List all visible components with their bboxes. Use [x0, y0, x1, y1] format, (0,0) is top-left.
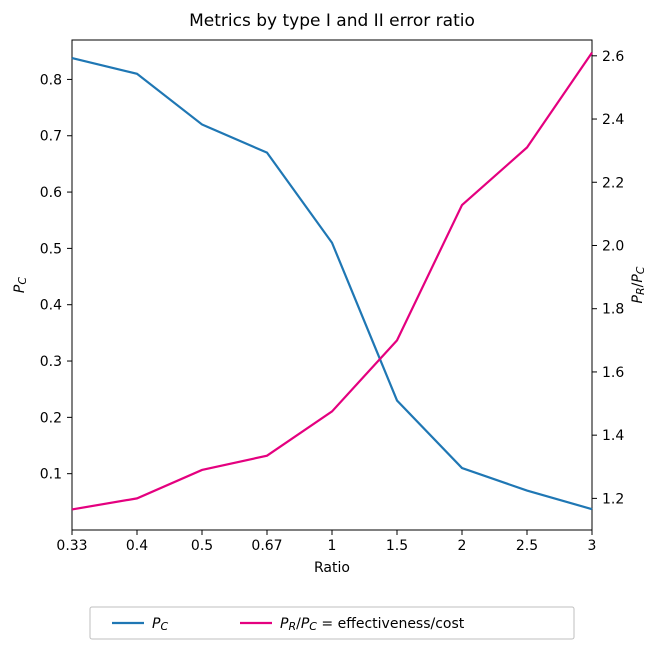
x-tick-label: 3 [588, 538, 597, 554]
y-left-axis-label: PC [12, 277, 29, 293]
y-right-tick-label: 2.6 [602, 49, 624, 65]
svg-text:PC: PC [12, 277, 29, 293]
x-tick-label: 2 [458, 538, 467, 554]
y-right-tick-label: 2.2 [602, 175, 624, 191]
x-tick-label: 1 [328, 538, 337, 554]
y-left-tick-label: 0.8 [40, 72, 62, 88]
x-tick-label: 0.4 [126, 538, 148, 554]
legend-label-1: PR/PC = effectiveness/cost [280, 616, 465, 633]
x-axis-label: Ratio [314, 560, 350, 576]
svg-text:PR/PC: PR/PC [630, 266, 647, 303]
y-right-tick-label: 1.6 [602, 365, 624, 381]
plot-border [72, 40, 592, 530]
y-left-tick-label: 0.3 [40, 354, 62, 370]
y-right-tick-label: 2.4 [602, 112, 624, 128]
y-right-tick-label: 1.8 [602, 302, 624, 318]
chart-container: 0.33 0.4 0.5 0.67 1 1.5 2 2.5 3 Ratio 0.1 0.2 0.3 0.4… [0, 0, 658, 655]
y-left-tick-label: 0.4 [40, 298, 62, 314]
y-left-tick-label: 0.5 [40, 241, 62, 257]
x-tick-label: 2.5 [516, 538, 538, 554]
y-right-tick-label: 2.0 [602, 238, 624, 254]
y-left-tick-label: 0.6 [40, 185, 62, 201]
y-right-tick-label: 1.4 [602, 428, 624, 444]
y-right-tick-label: 1.2 [602, 491, 624, 507]
y-left-tick-label: 0.2 [40, 410, 62, 426]
chart-title: Metrics by type I and II error ratio [189, 11, 475, 31]
x-tick-label: 1.5 [386, 538, 408, 554]
x-tick-label: 0.67 [251, 538, 282, 554]
y-left-tick-label: 0.1 [40, 467, 62, 483]
legend-label-0: PC [152, 616, 168, 633]
y-right-axis-label: PR/PC [630, 266, 647, 303]
x-tick-label: 0.5 [191, 538, 213, 554]
chart-svg: 0.33 0.4 0.5 0.67 1 1.5 2 2.5 3 Ratio 0.1 0.2 0.3 0.4… [0, 0, 658, 655]
x-tick-label: 0.33 [56, 538, 87, 554]
series-line-1 [72, 53, 592, 510]
y-left-tick-label: 0.7 [40, 129, 62, 145]
series-line-0 [72, 58, 592, 509]
